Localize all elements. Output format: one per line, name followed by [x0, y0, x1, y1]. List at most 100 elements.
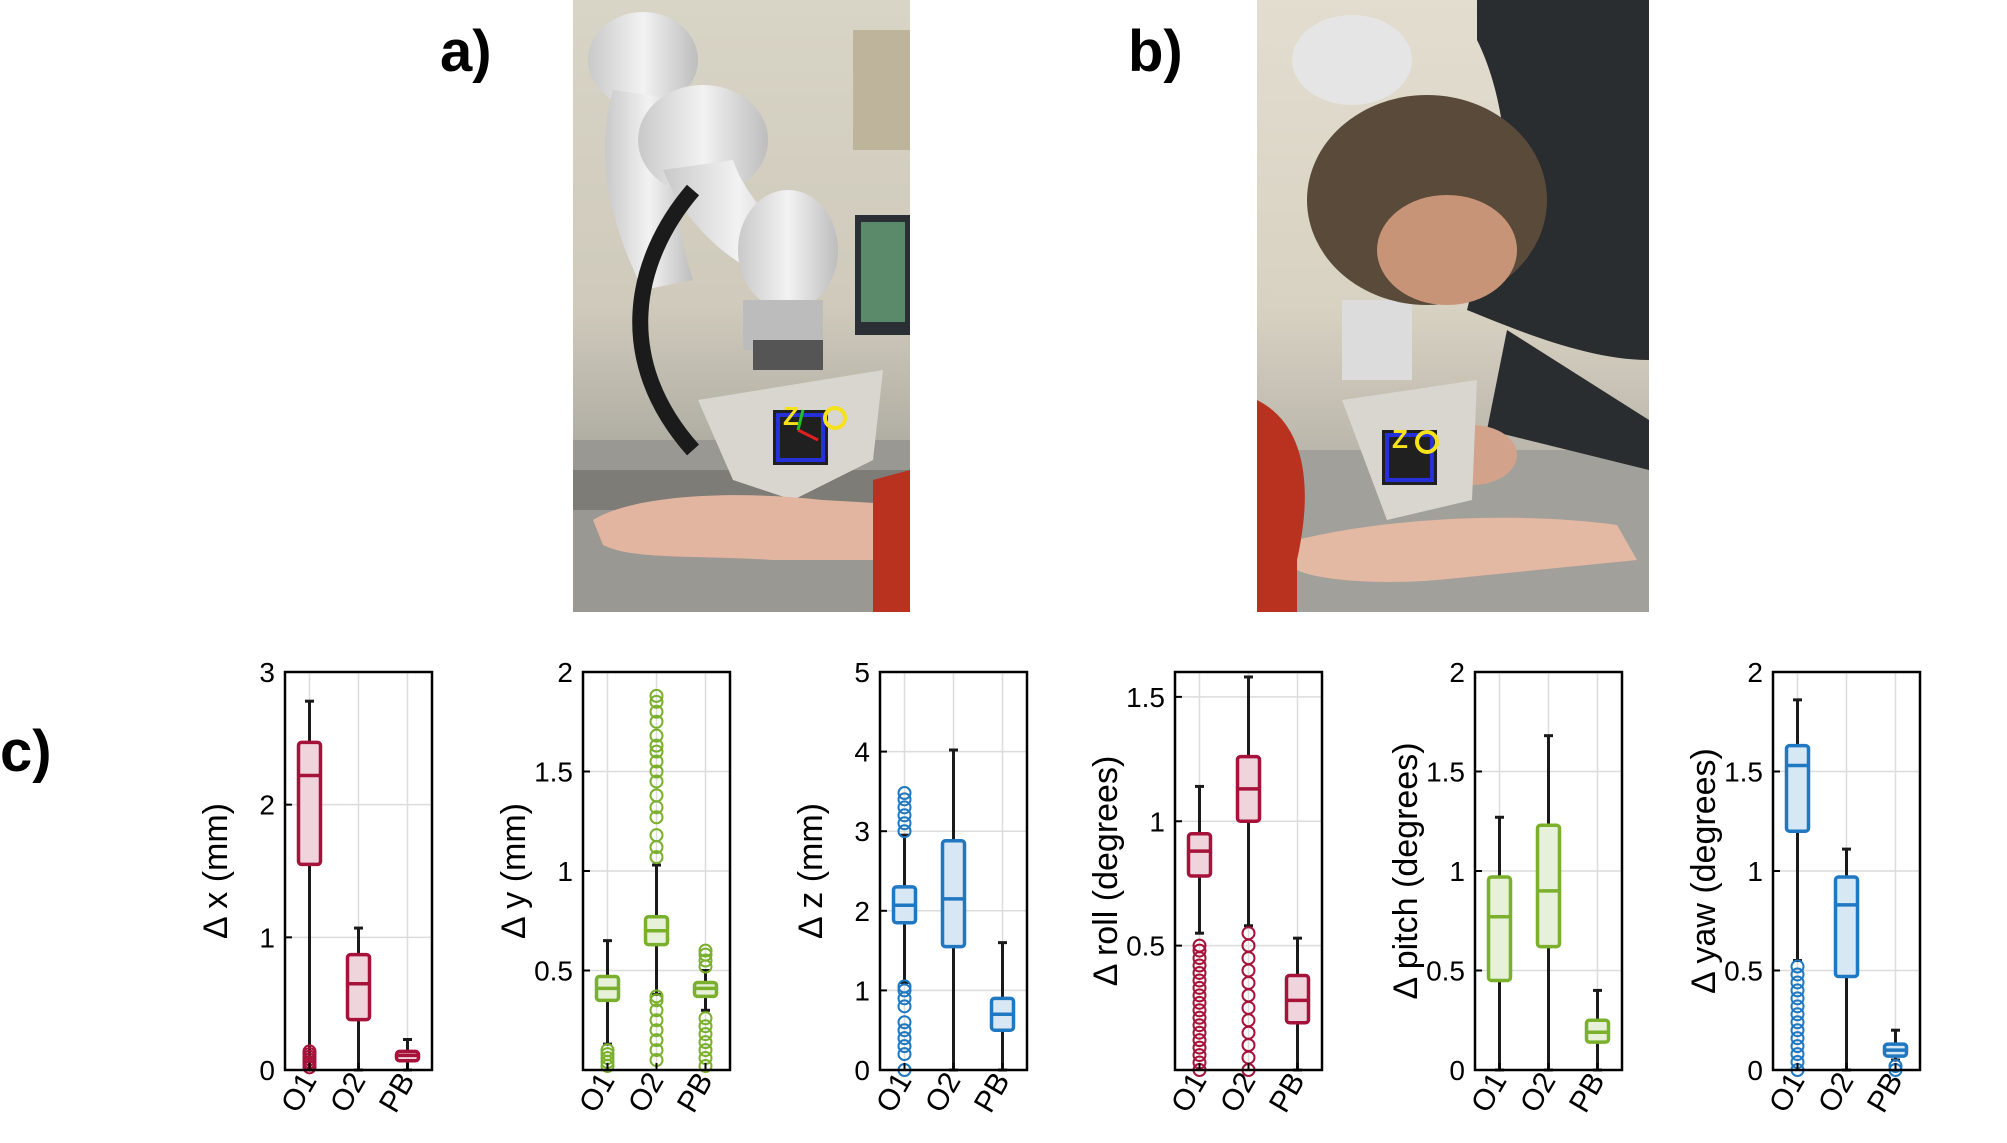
y-tick-label: 0	[1449, 1055, 1465, 1086]
box-iqr	[296, 740, 323, 867]
outlier-point	[698, 947, 713, 962]
outlier-point	[649, 774, 664, 789]
outlier-point	[897, 1015, 912, 1030]
category-label: PB	[968, 1067, 1017, 1118]
outlier-point	[1192, 965, 1207, 980]
outlier-point	[649, 744, 664, 759]
category-label: PB	[1861, 1067, 1910, 1118]
svg-text:Z: Z	[783, 401, 799, 431]
outlier-point	[1192, 1010, 1207, 1025]
outlier-point	[1790, 967, 1805, 982]
outlier-point	[897, 785, 912, 800]
box-PB	[394, 1037, 421, 1072]
box-O1	[1486, 815, 1513, 1072]
outlier-point	[1192, 973, 1207, 988]
outlier-point	[1192, 1048, 1207, 1063]
y-tick-label: 0.5	[1426, 956, 1465, 987]
y-axis-label: Δ pitch (degrees)	[1387, 742, 1425, 999]
outlier-point	[1192, 1025, 1207, 1040]
outlier-point	[1192, 943, 1207, 958]
box-PB	[692, 943, 719, 1074]
y-tick-label: 1.5	[1724, 757, 1763, 788]
outlier-point	[1790, 1047, 1805, 1062]
box-O1	[1784, 698, 1811, 1077]
outlier-point	[600, 1047, 615, 1062]
outlier-point	[1192, 1003, 1207, 1018]
y-tick-label: 1	[1149, 806, 1165, 837]
outlier-point	[600, 1043, 615, 1058]
box-O2	[643, 688, 670, 1068]
outlier-point	[649, 1023, 664, 1038]
outlier-point	[1790, 1031, 1805, 1046]
outlier-point	[897, 808, 912, 823]
category-label: O1	[1165, 1067, 1214, 1118]
y-tick-label: 2	[854, 896, 870, 927]
outlier-point	[649, 989, 664, 1004]
outlier-point	[1192, 995, 1207, 1010]
outlier-point	[698, 953, 713, 968]
outlier-point	[698, 943, 713, 958]
category-label: O2	[1812, 1067, 1861, 1118]
outlier-point	[1192, 958, 1207, 973]
outlier-point	[897, 800, 912, 815]
outlier-point	[1790, 983, 1805, 998]
outlier-point	[1790, 1007, 1805, 1022]
outlier-point	[1241, 926, 1256, 941]
box-iqr	[1535, 823, 1562, 949]
category-label: O2	[1514, 1067, 1563, 1118]
outlier-point	[1888, 1059, 1903, 1074]
box-iqr	[1186, 831, 1213, 878]
outlier-point	[649, 788, 664, 803]
box-iqr	[940, 839, 967, 949]
outlier-point	[698, 1027, 713, 1042]
y-tick-label: 1	[1747, 856, 1763, 887]
box-PB	[989, 941, 1016, 1072]
outlier-point	[649, 764, 664, 779]
outlier-point	[1192, 938, 1207, 953]
outlier-point	[897, 792, 912, 807]
y-tick-label: 1.5	[1426, 757, 1465, 788]
y-tick-label: 1.5	[534, 757, 573, 788]
y-tick-label: 3	[259, 657, 275, 688]
outlier-point	[1790, 975, 1805, 990]
category-label: PB	[373, 1067, 422, 1118]
y-tick-label: 2	[1747, 657, 1763, 688]
outlier-point	[897, 999, 912, 1014]
y-tick-label: 2	[1449, 657, 1465, 688]
outlier-point	[649, 1043, 664, 1058]
outlier-point	[649, 688, 664, 703]
outlier-point	[1192, 1018, 1207, 1033]
y-tick-label: 1	[557, 856, 573, 887]
outlier-point	[649, 993, 664, 1008]
outlier-point	[1192, 988, 1207, 1003]
y-tick-label: 0	[1747, 1055, 1763, 1086]
outlier-point	[897, 816, 912, 831]
y-tick-label: 3	[854, 816, 870, 847]
y-tick-label: 1	[259, 922, 275, 953]
outlier-point	[1790, 959, 1805, 974]
category-label: O2	[919, 1067, 968, 1118]
category-label: O1	[1763, 1067, 1812, 1118]
outlier-point	[649, 714, 664, 729]
y-tick-label: 1	[1449, 856, 1465, 887]
outlier-point	[698, 1035, 713, 1050]
box-O2	[1535, 734, 1562, 1072]
outlier-point	[649, 1013, 664, 1028]
y-tick-label: 0	[259, 1055, 275, 1086]
box-iqr	[1784, 743, 1811, 833]
outlier-point	[897, 983, 912, 998]
y-tick-label: 4	[854, 737, 870, 768]
chart-3: 0 1 2 3 4 5 O1 O2 PB Δ z (mm)	[792, 657, 1029, 1118]
y-tick-label: 1.5	[1126, 682, 1165, 713]
outlier-point	[1192, 980, 1207, 995]
y-tick-label: 0	[854, 1055, 870, 1086]
outlier-point	[1790, 999, 1805, 1014]
outlier-point	[649, 850, 664, 865]
category-label: O2	[1214, 1067, 1263, 1118]
outlier-point	[897, 824, 912, 839]
category-label: PB	[1563, 1067, 1612, 1118]
photo-operator: Z	[1257, 0, 1649, 612]
chart-6: 0 0.5 1 1.5 2 O1 O2 PB Δ yaw (degrees)	[1685, 657, 1922, 1118]
outlier-point	[649, 754, 664, 769]
